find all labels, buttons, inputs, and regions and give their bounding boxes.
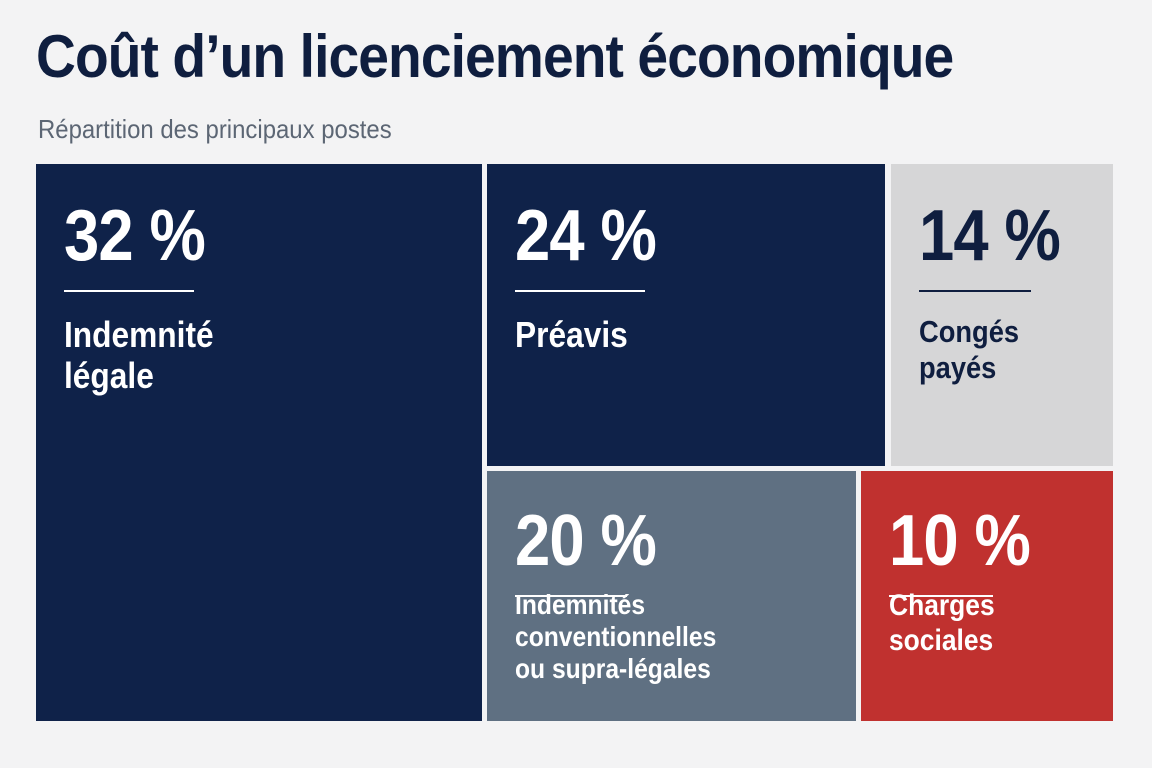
tile-label: Indemnités conventionnelles ou supra-légal… (515, 589, 716, 686)
tile-label-line: conventionnelles (515, 621, 717, 653)
tile-label: Indemnité légale (64, 314, 214, 397)
chart-subtitle: Répartition des principaux postes (38, 114, 392, 144)
tile-value: 24 % (515, 196, 657, 276)
tile-value: 20 % (515, 501, 657, 581)
tile-label: Charges sociales (889, 589, 995, 658)
tile-label-line: Indemnités (515, 589, 646, 620)
tile-value: 14 % (919, 196, 1061, 276)
tile-divider (64, 290, 194, 292)
tile-divider (919, 290, 1031, 292)
tile-label-line: Charges (889, 589, 995, 622)
tile-label-line: légale (64, 355, 154, 397)
tile-divider (515, 290, 645, 292)
tile-label-line: Préavis (515, 314, 628, 355)
tile-label-line: ou supra-légales (515, 653, 711, 685)
tile-indemnite-legale: 32 % Indemnité légale (36, 164, 482, 721)
tile-divider (889, 595, 993, 597)
tile-divider (515, 595, 627, 597)
tile-label-line: Indemnité (64, 314, 214, 355)
tile-label: Préavis (515, 314, 628, 355)
tile-value: 10 % (889, 501, 1031, 581)
tile-label: Congés payés (919, 314, 1019, 385)
chart-title: Coût d’un licenciement économique (36, 23, 954, 90)
tile-label-line: Congés (919, 314, 1020, 349)
tile-preavis: 24 % Préavis (487, 164, 885, 466)
tile-label-line: payés (919, 349, 997, 385)
tile-label-line: sociales (889, 623, 994, 657)
tile-value: 32 % (64, 196, 206, 276)
tile-conges-payes: 14 % Congés payés (891, 164, 1113, 466)
tile-charges-sociales: 10 % Charges sociales (861, 471, 1113, 721)
tile-indemnites-conventionnelles: 20 % Indemnités conventionnelles ou supra-l… (487, 471, 856, 721)
